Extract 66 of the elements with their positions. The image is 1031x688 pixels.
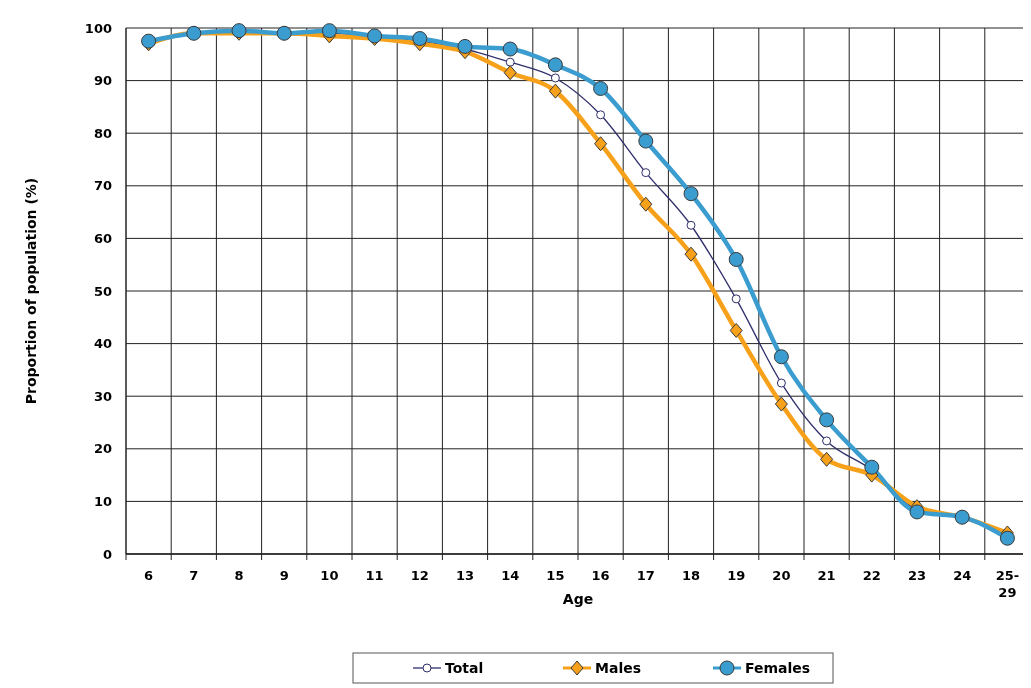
point — [503, 65, 517, 81]
point — [999, 530, 1015, 546]
x-tick-label: 12 — [410, 568, 429, 583]
point — [638, 133, 654, 149]
point — [684, 246, 698, 262]
y-axis-title: Proportion of population (%) — [23, 177, 39, 405]
point — [502, 41, 518, 57]
x-tick-label: 11 — [365, 568, 384, 583]
point — [596, 110, 606, 120]
x-tick-label: 7 — [189, 568, 199, 583]
point — [731, 294, 741, 304]
x-tick-label: 22 — [862, 568, 881, 583]
x-tick-label: 19 — [727, 568, 746, 583]
x-axis-title: Age — [562, 591, 594, 607]
point — [729, 322, 743, 338]
point — [505, 57, 515, 67]
legend-label: Males — [595, 659, 642, 676]
point — [594, 136, 608, 152]
y-tick-label: 50 — [93, 283, 112, 299]
x-tick-label: 15 — [546, 568, 565, 583]
x-tick-label: 10 — [320, 568, 339, 583]
y-tick-label: 40 — [93, 336, 112, 352]
y-tick-label: 10 — [93, 493, 112, 509]
x-tick-label: 9 — [279, 568, 289, 583]
point — [639, 196, 653, 212]
point — [321, 23, 337, 39]
y-tick-label: 0 — [102, 546, 112, 562]
point — [641, 168, 651, 178]
x-tick-label: 18 — [681, 568, 701, 583]
y-tick-label: 20 — [93, 441, 112, 457]
point — [864, 459, 880, 475]
x-tick-label: 6 — [144, 568, 154, 583]
point — [550, 73, 560, 83]
point — [547, 57, 563, 73]
point — [776, 378, 786, 388]
y-tick-label: 30 — [93, 388, 112, 404]
point — [909, 504, 925, 520]
x-tick-label: 16 — [591, 568, 610, 583]
legend-label: Females — [745, 659, 811, 676]
x-tick-label: 23 — [907, 568, 927, 583]
point — [457, 38, 473, 54]
point — [683, 186, 699, 202]
y-tick-label: 70 — [93, 178, 112, 194]
point — [686, 220, 696, 230]
x-tick-label: 20 — [772, 568, 791, 583]
point — [774, 396, 788, 412]
point — [412, 31, 428, 47]
x-tick-label: 14 — [501, 568, 520, 583]
point — [728, 251, 744, 267]
x-tick-label: 17 — [636, 568, 655, 583]
point — [773, 349, 789, 365]
x-tick-label: 21 — [817, 568, 836, 583]
point — [593, 80, 609, 96]
x-tick-label: 13 — [455, 568, 475, 583]
x-tick-label: 24 — [953, 568, 972, 583]
legend-label: Total — [445, 659, 484, 676]
x-tick-label: 8 — [234, 568, 244, 583]
point — [548, 83, 562, 99]
y-tick-label: 100 — [84, 20, 112, 36]
y-tick-label: 60 — [93, 230, 112, 246]
point — [822, 436, 832, 446]
x-tick-label: 25-29 — [995, 568, 1020, 600]
y-tick-label: 80 — [93, 125, 112, 141]
y-tick-label: 90 — [93, 73, 112, 89]
point — [820, 451, 834, 467]
point — [819, 412, 835, 428]
